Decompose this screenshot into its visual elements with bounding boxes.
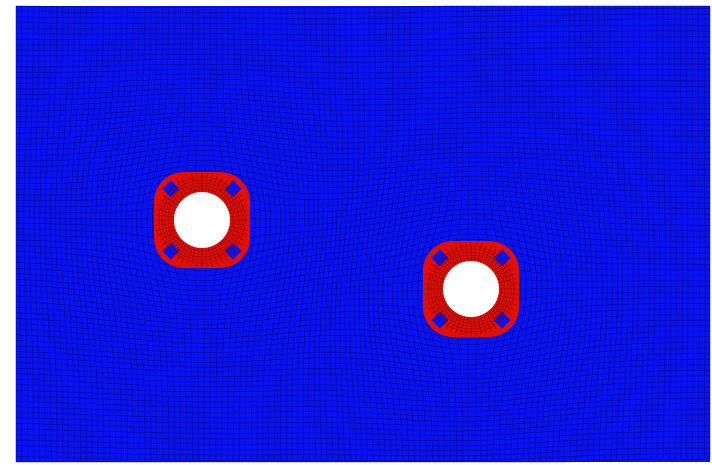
fiber-mesh-lines: [155, 173, 249, 267]
fiber-hole: [174, 192, 230, 248]
fiber-mesh-lines: [424, 242, 518, 336]
fiber-hole: [443, 261, 499, 317]
fiber-ring-left: [154, 172, 250, 268]
matrix-mesh: [15, 5, 711, 463]
fiber-ring-right: [423, 241, 519, 337]
